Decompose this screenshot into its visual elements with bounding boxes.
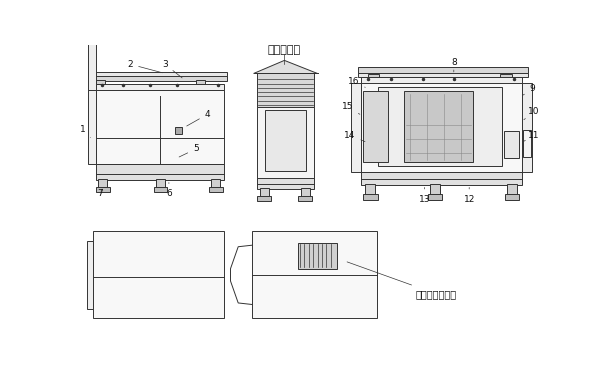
Polygon shape <box>254 60 317 74</box>
Bar <box>91 76 227 81</box>
Bar <box>257 74 314 106</box>
Text: 5: 5 <box>179 144 199 157</box>
Bar <box>88 90 96 164</box>
Bar <box>430 184 440 194</box>
Bar <box>211 179 220 188</box>
Bar <box>252 231 377 318</box>
Text: 6: 6 <box>166 183 172 198</box>
Bar <box>94 231 224 318</box>
Bar <box>98 179 107 188</box>
Bar <box>523 130 531 157</box>
Bar <box>358 68 528 73</box>
Bar <box>257 106 314 180</box>
Bar <box>368 74 379 77</box>
Bar <box>505 194 519 200</box>
Text: 顶部进气百叶窗: 顶部进气百叶窗 <box>347 262 457 299</box>
Bar <box>500 74 512 77</box>
Text: 1: 1 <box>80 125 91 137</box>
Bar <box>257 178 314 189</box>
Bar <box>298 196 312 201</box>
Bar <box>96 84 224 90</box>
Text: 11: 11 <box>524 130 539 141</box>
Bar <box>96 80 105 84</box>
Bar <box>363 91 388 162</box>
Text: 12: 12 <box>464 188 475 204</box>
Text: 4: 4 <box>187 110 210 126</box>
Text: 10: 10 <box>524 108 539 120</box>
Bar <box>257 196 271 201</box>
Text: 16: 16 <box>348 77 365 87</box>
Bar <box>87 241 94 309</box>
Bar <box>361 172 521 185</box>
Bar <box>361 84 521 172</box>
Bar <box>350 84 361 172</box>
Bar <box>175 127 182 134</box>
Bar <box>298 243 337 268</box>
Text: 14: 14 <box>344 130 365 142</box>
Bar <box>156 179 165 188</box>
Text: 2: 2 <box>128 60 163 73</box>
Bar <box>196 80 205 84</box>
Text: 7: 7 <box>97 189 103 198</box>
Bar <box>361 76 521 84</box>
Bar <box>209 187 223 192</box>
Bar <box>379 87 502 166</box>
Text: 3: 3 <box>162 60 182 78</box>
Bar <box>504 131 519 158</box>
Bar <box>88 11 96 90</box>
Bar <box>96 90 224 164</box>
Bar <box>507 184 517 194</box>
Text: 9: 9 <box>523 84 535 95</box>
Bar <box>301 188 310 197</box>
Bar <box>154 187 167 192</box>
Text: 15: 15 <box>342 102 360 114</box>
Bar <box>96 187 110 192</box>
Bar <box>96 164 224 180</box>
Bar <box>363 194 377 200</box>
Bar <box>260 188 269 197</box>
Text: 8: 8 <box>451 58 457 72</box>
Text: 13: 13 <box>419 188 430 204</box>
Bar <box>265 111 306 171</box>
Bar <box>365 184 375 194</box>
Bar <box>428 194 442 200</box>
Text: 排气百叶窗: 排气百叶窗 <box>268 45 301 56</box>
Bar <box>358 73 528 77</box>
Bar <box>521 84 532 172</box>
Bar <box>91 72 227 76</box>
Bar <box>404 91 473 162</box>
